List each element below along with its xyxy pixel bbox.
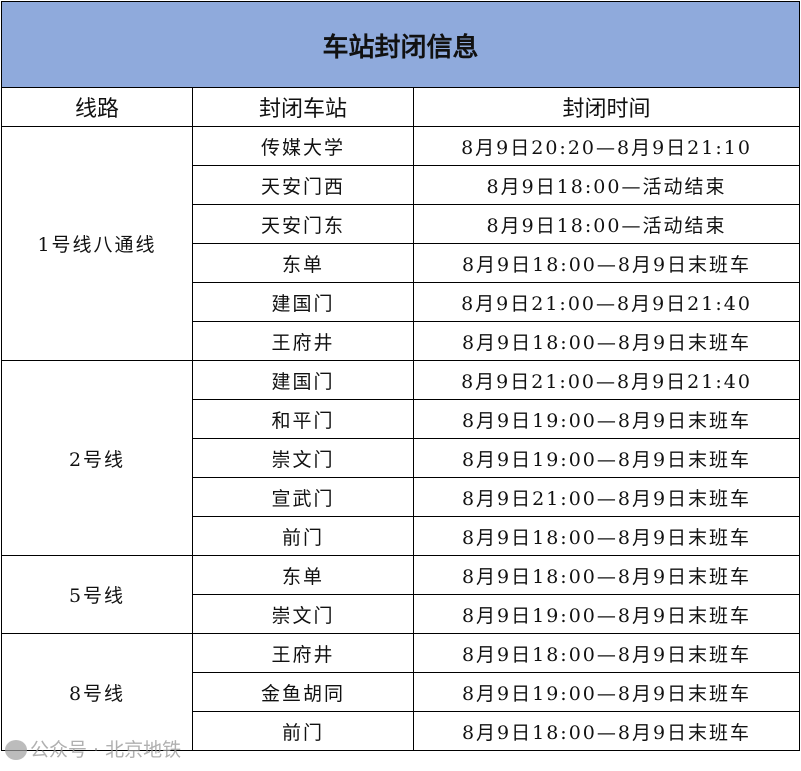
- station-cell: 东单: [192, 243, 414, 283]
- table-row: 5号线 东单 8月9日18:00—8月9日末班车: [1, 555, 800, 634]
- wechat-icon: [5, 740, 27, 760]
- table-row: 王府井 8月9日18:00—8月9日末班车: [2, 321, 800, 361]
- table-title: 车站封闭信息: [1, 1, 800, 88]
- time-cell: 8月9日18:00—8月9日末班车: [413, 321, 800, 361]
- station-cell: 王府井: [192, 321, 414, 361]
- time-cell: 8月9日19:00—8月9日末班车: [413, 594, 800, 634]
- time-cell: 8月9日18:00—活动结束: [413, 204, 800, 244]
- station-cell: 建国门: [192, 360, 414, 400]
- table-row: 宣武门 8月9日21:00—8月9日末班车: [2, 477, 800, 517]
- station-cell: 崇文门: [192, 438, 414, 478]
- table-row: 崇文门 8月9日19:00—8月9日末班车: [2, 594, 800, 634]
- header-station: 封闭车站: [192, 87, 414, 127]
- time-cell: 8月9日21:00—8月9日21:40: [413, 360, 800, 400]
- table-row: 和平门 8月9日19:00—8月9日末班车: [2, 399, 800, 439]
- table-row: 8号线 王府井 8月9日18:00—8月9日末班车: [1, 633, 800, 751]
- station-cell: 天安门西: [192, 165, 414, 205]
- line-cell: 8号线: [1, 633, 193, 751]
- closure-table: 线路 封闭车站 封闭时间 1号线八通线 传媒大学 8月9日20:20—8月9日21:…: [1, 87, 800, 751]
- station-cell: 前门: [192, 516, 414, 556]
- line-cell: 1号线八通线: [1, 126, 193, 361]
- table-row: 金鱼胡同 8月9日19:00—8月9日末班车: [2, 672, 800, 712]
- table-row: 天安门东 8月9日18:00—活动结束: [2, 204, 800, 244]
- table-row: 东单 8月9日18:00—8月9日末班车: [2, 243, 800, 283]
- station-cell: 天安门东: [192, 204, 414, 244]
- time-cell: 8月9日21:00—8月9日21:40: [413, 282, 800, 322]
- watermark: 公众号 · 北京地铁: [5, 738, 189, 762]
- line-cell: 5号线: [1, 555, 193, 634]
- station-cell: 建国门: [192, 282, 414, 322]
- header-time: 封闭时间: [413, 87, 800, 127]
- header-line: 线路: [1, 87, 193, 127]
- time-cell: 8月9日19:00—8月9日末班车: [413, 438, 800, 478]
- station-cell: 王府井: [192, 633, 414, 673]
- table-row: 建国门 8月9日21:00—8月9日21:40: [2, 282, 800, 322]
- station-cell: 前门: [192, 711, 414, 751]
- table-row: 2号线 建国门 8月9日21:00—8月9日21:40: [1, 360, 800, 556]
- table-row: 天安门西 8月9日18:00—活动结束: [2, 165, 800, 205]
- station-cell: 传媒大学: [192, 126, 414, 166]
- table-row: 前门 8月9日18:00—8月9日末班车: [2, 516, 800, 556]
- time-cell: 8月9日18:00—活动结束: [413, 165, 800, 205]
- watermark-text: 公众号 · 北京地铁: [30, 739, 182, 761]
- station-cell: 东单: [192, 555, 414, 595]
- table-row: 崇文门 8月9日19:00—8月9日末班车: [2, 438, 800, 478]
- time-cell: 8月9日21:00—8月9日末班车: [413, 477, 800, 517]
- time-cell: 8月9日18:00—8月9日末班车: [413, 243, 800, 283]
- table-row: 前门 8月9日18:00—8月9日末班车: [2, 711, 800, 751]
- station-cell: 金鱼胡同: [192, 672, 414, 712]
- time-cell: 8月9日18:00—8月9日末班车: [413, 711, 800, 751]
- time-cell: 8月9日18:00—8月9日末班车: [413, 516, 800, 556]
- time-cell: 8月9日18:00—8月9日末班车: [413, 555, 800, 595]
- table-row: 1号线八通线 传媒大学 8月9日20:20—8月9日21:10: [1, 126, 800, 361]
- station-cell: 崇文门: [192, 594, 414, 634]
- station-cell: 和平门: [192, 399, 414, 439]
- header-row: 线路 封闭车站 封闭时间: [1, 87, 800, 127]
- station-cell: 宣武门: [192, 477, 414, 517]
- time-cell: 8月9日20:20—8月9日21:10: [413, 126, 800, 166]
- time-cell: 8月9日18:00—8月9日末班车: [413, 633, 800, 673]
- line-cell: 2号线: [1, 360, 193, 556]
- time-cell: 8月9日19:00—8月9日末班车: [413, 399, 800, 439]
- time-cell: 8月9日19:00—8月9日末班车: [413, 672, 800, 712]
